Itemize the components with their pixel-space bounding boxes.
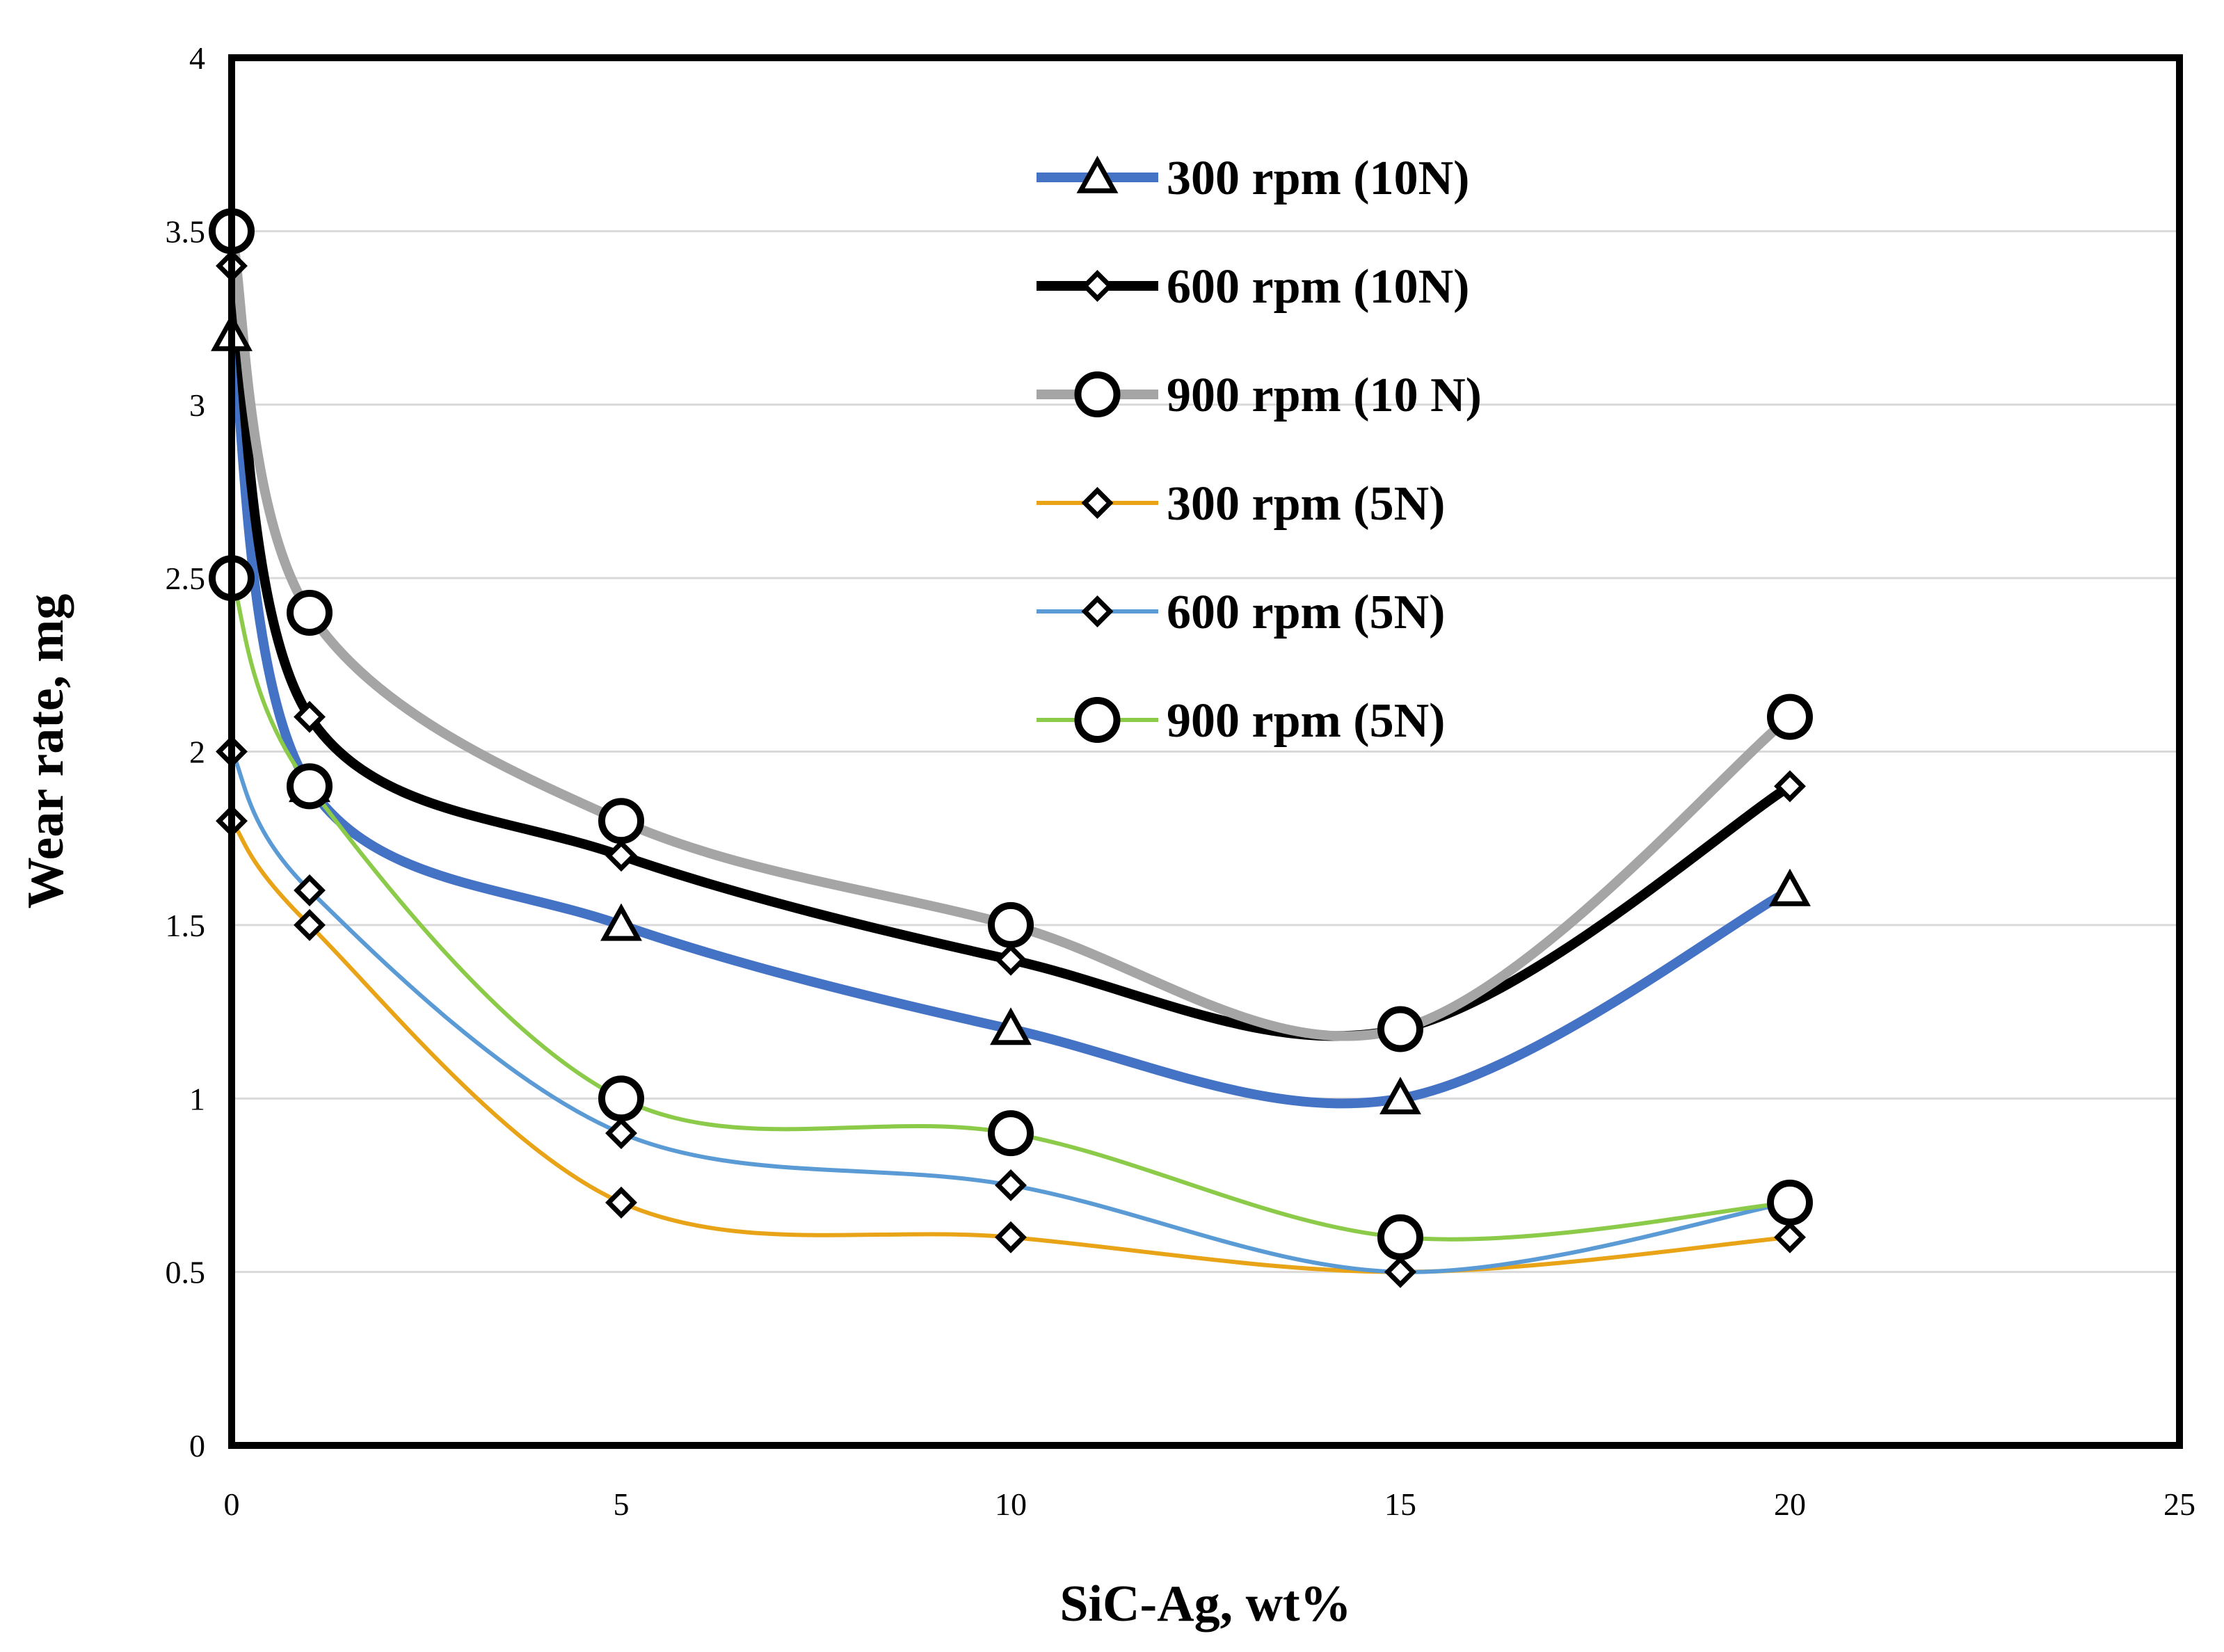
data-point-600-rpm-5n xyxy=(605,1117,637,1150)
x-tick-label: 20 xyxy=(1774,1486,1806,1522)
data-point-300-rpm-10n xyxy=(990,1007,1032,1045)
axis-ticks: 0 0.5 1 1.5 2 2.5 3 3.5 4 0 5 10 15 20 25 xyxy=(166,40,2196,1522)
legend-label: 600 rpm (10N) xyxy=(1167,260,1469,314)
legend-item-600-rpm-5n: 600 rpm (5N) xyxy=(1037,586,1445,639)
data-point-300-rpm-5n xyxy=(605,1186,637,1219)
data-point-600-rpm-10n xyxy=(294,700,326,733)
data-point-300-rpm-5n xyxy=(1774,1221,1806,1253)
data-point-900-rpm-5n xyxy=(988,1110,1034,1157)
legend-item-300-rpm-5n: 300 rpm (5N) xyxy=(1037,477,1445,531)
legend-marker xyxy=(1081,595,1114,627)
series-line-900-rpm-10-n xyxy=(227,226,1795,1041)
y-tick-label: 4 xyxy=(189,40,205,76)
legend-item-300-rpm-10n: 300 rpm (10N) xyxy=(1037,152,1469,205)
y-tick-label: 1.5 xyxy=(166,908,206,943)
legend-label: 600 rpm (5N) xyxy=(1167,586,1445,639)
series-600-rpm-5n xyxy=(230,749,1792,1274)
y-tick-label: 3 xyxy=(189,387,205,423)
data-point-900-rpm-5n xyxy=(598,1075,644,1122)
data-point-900-rpm-5n xyxy=(1377,1214,1423,1260)
data-point-600-rpm-10n xyxy=(1774,770,1806,803)
series-line-600-rpm-10n xyxy=(227,261,1795,1041)
series-line-300-rpm-10n xyxy=(227,330,1795,1109)
y-tick-label: 3.5 xyxy=(166,214,206,249)
data-point-900-rpm-10-n xyxy=(598,798,644,844)
legend-item-900-rpm-10-n: 900 rpm (10 N) xyxy=(1037,369,1482,422)
y-tick-label: 0.5 xyxy=(166,1255,206,1290)
data-point-600-rpm-10n xyxy=(995,943,1027,976)
x-tick-label: 10 xyxy=(995,1486,1027,1522)
plot-frame xyxy=(228,54,2183,1449)
data-point-300-rpm-10n xyxy=(600,903,642,941)
data-point-300-rpm-10n xyxy=(1379,1077,1421,1114)
data-point-900-rpm-10-n xyxy=(1767,693,1813,740)
y-tick-label: 1 xyxy=(189,1081,205,1116)
data-point-900-rpm-10-n xyxy=(287,590,333,636)
markers-900-rpm-5n xyxy=(209,555,1813,1260)
x-tick-label: 5 xyxy=(614,1486,630,1522)
data-point-300-rpm-5n xyxy=(995,1221,1027,1253)
legend-label: 300 rpm (5N) xyxy=(1167,477,1445,531)
y-axis-title: Wear rate, mg xyxy=(17,594,74,909)
legend-marker xyxy=(1076,155,1119,193)
legend-marker xyxy=(1074,371,1121,417)
y-tick-label: 2.5 xyxy=(166,561,206,596)
y-tick-label: 2 xyxy=(189,735,205,770)
data-point-900-rpm-5n xyxy=(1767,1179,1813,1226)
series-600-rpm-10n xyxy=(227,261,1795,1041)
legend-item-600-rpm-10n: 600 rpm (10N) xyxy=(1037,260,1469,314)
data-point-600-rpm-5n xyxy=(995,1169,1027,1201)
y-tick-label: 0 xyxy=(189,1428,205,1463)
legend-label: 900 rpm (5N) xyxy=(1167,694,1445,748)
legend-marker xyxy=(1074,697,1121,743)
legend-label: 900 rpm (10 N) xyxy=(1167,369,1482,422)
data-point-300-rpm-5n xyxy=(294,908,326,941)
series-line-600-rpm-5n xyxy=(230,749,1792,1274)
series-900-rpm-10-n xyxy=(227,226,1795,1041)
legend-marker xyxy=(1081,270,1114,302)
x-tick-label: 15 xyxy=(1384,1486,1416,1522)
legend-item-900-rpm-5n: 900 rpm (5N) xyxy=(1037,694,1445,748)
legend-marker xyxy=(1081,487,1114,519)
series-300-rpm-10n xyxy=(227,330,1795,1109)
legend-label: 300 rpm (10N) xyxy=(1167,152,1469,205)
x-axis-title: SiC-Ag, wt% xyxy=(1059,1575,1351,1633)
x-tick-label: 0 xyxy=(224,1486,240,1522)
data-point-600-rpm-5n xyxy=(294,874,326,906)
data-point-300-rpm-10n xyxy=(1769,868,1811,906)
data-point-600-rpm-5n xyxy=(1384,1256,1416,1288)
data-point-600-rpm-10n xyxy=(605,840,637,872)
legend: 300 rpm (10N) 600 rpm (10N) 900 rpm (10 N)… xyxy=(1037,152,1482,748)
data-point-900-rpm-10-n xyxy=(988,901,1034,948)
data-point-900-rpm-10-n xyxy=(1377,1006,1423,1052)
x-tick-label: 25 xyxy=(2163,1486,2195,1522)
data-point-900-rpm-5n xyxy=(287,763,333,810)
series-layer xyxy=(209,208,1813,1288)
